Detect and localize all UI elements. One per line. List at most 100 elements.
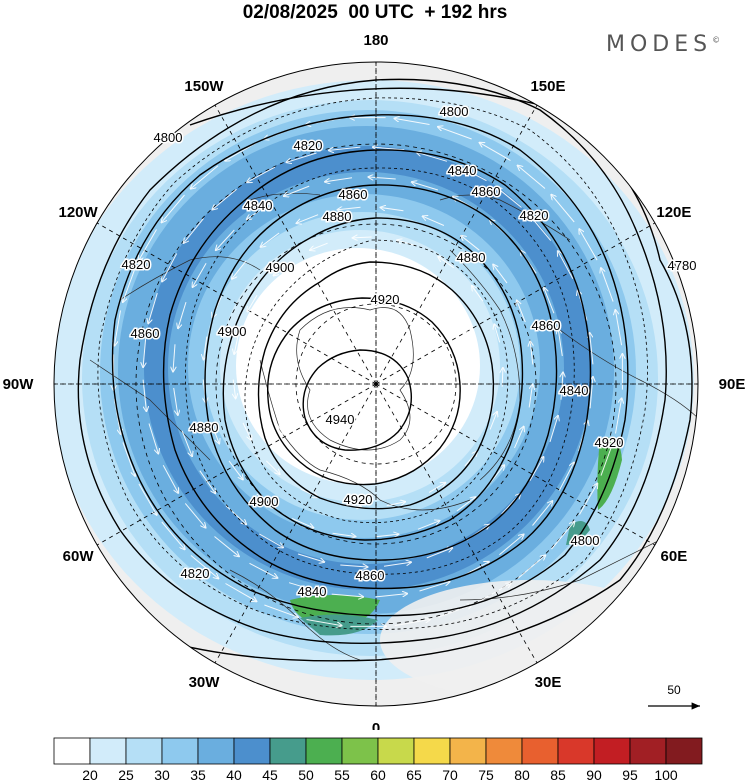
contour-label: 4860 xyxy=(532,318,561,333)
streamline-arrow xyxy=(514,427,524,449)
streamline-arrow xyxy=(423,216,445,226)
streamline-arrow xyxy=(264,604,298,617)
streamline-arrow xyxy=(342,474,357,477)
streamline-arrow xyxy=(479,583,511,602)
colorbar-box xyxy=(521,737,559,765)
colorbar-box xyxy=(557,737,595,765)
streamline-arrow xyxy=(499,535,523,556)
streamline-arrow xyxy=(353,237,372,238)
contour-label: 4880 xyxy=(190,420,219,435)
colorbar-label: 45 xyxy=(262,767,278,782)
streamline-arrow xyxy=(162,464,178,493)
colorbar-label: 100 xyxy=(654,767,678,782)
streamline-arrow xyxy=(375,534,399,537)
contour-label: 4800 xyxy=(154,130,183,145)
coastlines xyxy=(89,192,698,661)
streamline-arrow xyxy=(162,253,178,282)
streamline-arrow xyxy=(214,536,239,557)
contour-label: 4900 xyxy=(218,324,247,339)
contour-label: 4880 xyxy=(457,250,486,265)
streamline-arrow xyxy=(561,373,563,400)
streamline-arrow xyxy=(210,421,220,444)
colorbar-label: 35 xyxy=(190,767,206,782)
longitude-label: 150W xyxy=(184,78,224,95)
longitude-label: 90W xyxy=(3,376,35,393)
streamline-arrow xyxy=(438,127,472,140)
streamline-arrow xyxy=(331,594,363,597)
streamline-arrow xyxy=(178,301,187,328)
colorbar-box xyxy=(485,737,523,765)
colorbar-label: 75 xyxy=(478,767,494,782)
contour-label: 4860 xyxy=(472,184,501,199)
contour-label: 4920 xyxy=(595,435,624,450)
streamline-arrow xyxy=(551,195,575,223)
streamline-arrow xyxy=(615,310,623,346)
contour-label: 4920 xyxy=(344,492,373,507)
contour-label: 4840 xyxy=(560,383,589,398)
streamline-arrow xyxy=(456,415,464,428)
streamline-arrow xyxy=(558,463,574,491)
colorbar-box xyxy=(413,737,451,765)
streamline-arrow xyxy=(316,274,329,282)
streamline-arrow xyxy=(228,460,243,480)
streamline-arrow xyxy=(114,310,121,346)
contour-label: 4780 xyxy=(668,258,697,273)
calm-core xyxy=(236,248,480,484)
streamline-arrow xyxy=(329,146,361,150)
streamline-arrow xyxy=(259,533,283,548)
streamline-arrow xyxy=(417,521,440,530)
colorbar-label: 70 xyxy=(442,767,458,782)
streamline-arrow xyxy=(325,177,353,182)
colorbar-box xyxy=(233,737,271,765)
streamline-arrow xyxy=(517,555,545,579)
colorbar-box xyxy=(161,737,199,765)
colorbar-box xyxy=(269,737,307,765)
streamline-arrow xyxy=(184,218,204,243)
streamline-arrow xyxy=(122,442,135,476)
streamline-arrow xyxy=(428,483,445,493)
streamline-arrow xyxy=(263,379,265,394)
streamline-arrow xyxy=(438,294,449,305)
contour-label: 4820 xyxy=(122,257,151,272)
streamline-arrow xyxy=(288,582,319,592)
streamline-arrow xyxy=(480,143,511,161)
streamline-arrow xyxy=(579,229,598,261)
longitude-label: 180 xyxy=(363,32,388,49)
streamline-arrow xyxy=(502,368,503,387)
streamline-arrow xyxy=(232,260,247,279)
contour-label: 4940 xyxy=(326,412,355,427)
colorbar-label: 90 xyxy=(586,767,602,782)
longitude-label: 60E xyxy=(661,548,688,565)
colorbar-labels: 20 25 30 35 40 45 50 55 60 65 70 75 80 85 90 95 100 xyxy=(82,767,678,782)
contour-label: 4820 xyxy=(520,208,549,223)
contour-label: 4900 xyxy=(266,260,295,275)
streamline-arrow xyxy=(369,177,396,179)
colorbar-box xyxy=(305,737,343,765)
streamline-arrow xyxy=(261,232,280,247)
colorbar-box xyxy=(593,737,631,765)
streamline-arrow xyxy=(212,188,237,209)
streamline-arrow xyxy=(517,301,526,323)
streamline-arrow xyxy=(529,457,544,481)
contour-label: 4800 xyxy=(440,104,469,119)
meridian-line xyxy=(214,383,377,664)
streamline-arrow xyxy=(225,583,257,602)
streamline-arrow xyxy=(373,147,405,150)
streamline-arrow xyxy=(306,619,342,626)
colorbar-label: 30 xyxy=(154,767,170,782)
streamline-arrow xyxy=(204,336,208,360)
colorbar-label: 85 xyxy=(550,767,566,782)
streamline-arrow xyxy=(225,505,246,525)
longitude-labels: 180 150E 120E 90E 60E 30E 0 30W 60W 90W 120W 150W xyxy=(3,32,746,730)
streamline-arrow xyxy=(191,165,219,189)
streamline-arrow xyxy=(412,182,439,191)
copyright-mark: © xyxy=(712,35,721,45)
streamline-arrow xyxy=(357,267,372,268)
colorbar-box xyxy=(341,737,379,765)
streamline-arrow xyxy=(600,442,613,476)
streamline-arrow xyxy=(456,497,476,512)
streamline-arrow xyxy=(532,501,553,526)
streamline-arrow xyxy=(297,214,319,224)
contour-labels: 4800 4800 4820 4840 4860 4820 4860 4880 4900 4820… xyxy=(120,103,698,601)
streamline-arrow xyxy=(274,421,283,433)
